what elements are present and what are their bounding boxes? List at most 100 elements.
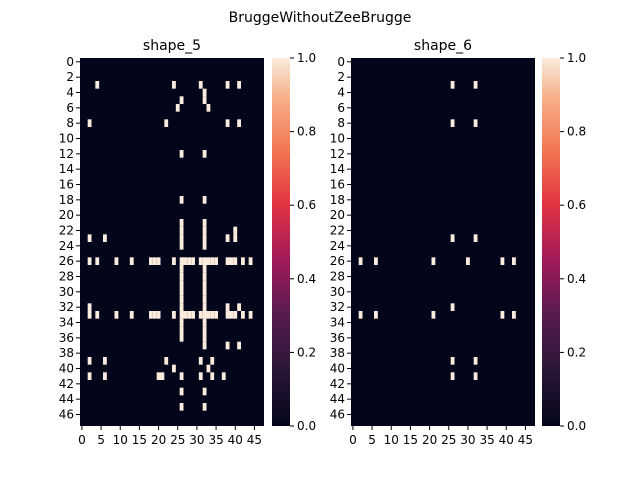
heatmap-cell — [164, 119, 169, 127]
y-tick-label: 10 — [59, 132, 74, 146]
heatmap-cell — [450, 234, 455, 242]
heatmap-cell — [237, 119, 241, 127]
x-tick-label: 0 — [349, 433, 357, 447]
y-tick-label: 40 — [330, 362, 345, 376]
colorbar-tick-label: 0.6 — [297, 198, 316, 212]
y-tick-label: 22 — [59, 224, 74, 238]
y-tick-label: 16 — [59, 178, 74, 192]
heatmap-cell — [202, 88, 207, 97]
heatmap-cell — [179, 318, 184, 327]
heatmap-title: shape_6 — [414, 38, 472, 54]
heatmap-cell — [248, 257, 253, 265]
heatmap-cell — [179, 311, 184, 319]
y-tick-label: 32 — [330, 300, 345, 314]
heatmap-cell — [358, 257, 363, 265]
heatmap-cell — [225, 311, 230, 319]
y-tick-label: 12 — [59, 147, 74, 161]
heatmap-cell — [175, 104, 180, 112]
x-tick-label: 40 — [499, 433, 514, 447]
colorbar-tick-label: 0.8 — [567, 125, 586, 139]
heatmap-cell — [202, 242, 207, 250]
y-tick-label: 38 — [59, 346, 74, 360]
x-tick-label: 0 — [78, 433, 86, 447]
y-tick-label: 14 — [330, 162, 345, 176]
heatmap-cell — [156, 257, 161, 265]
x-tick-label: 15 — [132, 433, 147, 447]
heatmap-cell — [179, 403, 184, 411]
y-tick-label: 8 — [66, 116, 74, 130]
heatmap-cell — [450, 357, 455, 365]
heatmap-cell — [202, 303, 207, 311]
heatmap-cell — [473, 234, 478, 242]
heatmap-cell — [237, 303, 241, 311]
heatmap-cell — [202, 150, 207, 158]
y-tick-label: 42 — [330, 377, 345, 391]
y-tick-label: 34 — [59, 316, 74, 330]
heatmap-cell — [202, 334, 207, 342]
heatmap-cell — [87, 357, 92, 365]
heatmap-cell — [179, 242, 184, 250]
x-tick-label: 45 — [518, 433, 533, 447]
figure-suptitle: BruggeWithoutZeeBrugge — [229, 10, 412, 26]
heatmap-cell — [473, 357, 478, 365]
heatmap-title: shape_5 — [143, 38, 201, 54]
x-tick-label: 25 — [170, 433, 185, 447]
heatmap-cell — [202, 234, 207, 242]
heatmap-cell — [87, 311, 92, 319]
heatmap-panel-2: shape_6024681012141618202224262830323436… — [330, 38, 586, 447]
heatmap-cell — [129, 257, 134, 265]
heatmap-cell — [225, 303, 230, 311]
colorbar-tick-label: 1.0 — [567, 51, 586, 65]
heatmap-cell — [179, 96, 184, 104]
heatmap-cell — [149, 257, 153, 265]
x-tick-label: 15 — [403, 433, 418, 447]
heatmap-cell — [431, 257, 436, 265]
heatmap-cell — [450, 81, 455, 89]
heatmap-cell — [172, 257, 176, 265]
heatmap-cell — [179, 234, 184, 242]
heatmap-cell — [156, 372, 161, 380]
heatmap-cell — [160, 372, 165, 380]
y-tick-label: 18 — [330, 193, 345, 207]
heatmap-cell — [450, 119, 455, 127]
heatmap-cell — [87, 257, 92, 265]
heatmap-cell — [473, 81, 478, 89]
y-tick-label: 6 — [337, 101, 345, 115]
heatmap-cell — [512, 257, 516, 265]
heatmap-cell — [202, 318, 207, 327]
y-tick-label: 44 — [59, 392, 74, 406]
heatmap-cell — [202, 403, 207, 411]
y-tick-label: 12 — [330, 147, 345, 161]
heatmap-cell — [473, 119, 478, 127]
y-tick-label: 2 — [66, 70, 74, 84]
heatmap-cell — [183, 257, 188, 265]
heatmap-cell — [214, 311, 218, 319]
y-tick-label: 42 — [59, 377, 74, 391]
heatmap-cell — [206, 104, 211, 112]
heatmap-cell — [225, 257, 230, 265]
y-tick-label: 46 — [330, 408, 345, 422]
heatmap-cell — [164, 357, 169, 365]
heatmap-cell — [202, 280, 207, 288]
heatmap-cell — [179, 196, 184, 204]
y-tick-label: 34 — [330, 316, 345, 330]
heatmap-cell — [179, 226, 184, 235]
heatmap-cell — [172, 364, 176, 373]
heatmap-cell — [233, 311, 238, 319]
heatmap-cell — [198, 81, 203, 89]
x-tick-label: 30 — [189, 433, 204, 447]
y-tick-label: 14 — [59, 162, 74, 176]
y-tick-label: 30 — [330, 285, 345, 299]
y-tick-label: 28 — [59, 270, 74, 284]
heatmap-cell — [473, 372, 478, 380]
x-tick-label: 10 — [384, 433, 399, 447]
y-tick-label: 40 — [59, 362, 74, 376]
heatmap-cell — [129, 311, 134, 319]
heatmap-panel-1: shape_5024681012141618202224262830323436… — [59, 38, 316, 447]
heatmap-cell — [225, 119, 230, 127]
heatmap-cell — [206, 257, 211, 265]
colorbar-tick-label: 0.0 — [567, 419, 586, 433]
heatmap-cell — [95, 257, 100, 265]
y-tick-label: 24 — [330, 239, 345, 253]
colorbar-tick-label: 0.4 — [297, 272, 316, 286]
